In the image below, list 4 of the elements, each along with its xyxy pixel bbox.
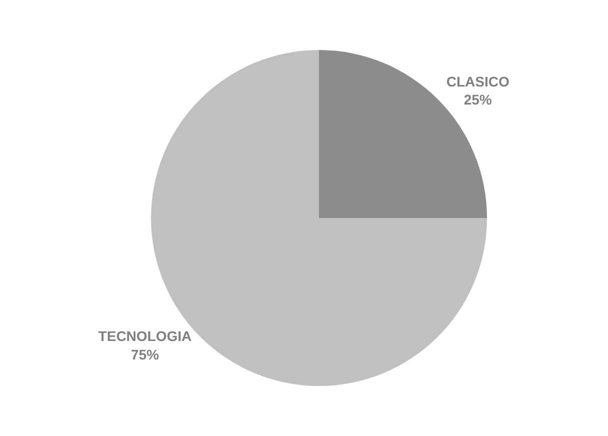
slice-label: CLASICO	[446, 74, 510, 90]
data-label: 25%	[464, 92, 492, 108]
data-label: 75%	[130, 346, 160, 362]
slice-label: TECNOLOGIA	[98, 328, 192, 344]
